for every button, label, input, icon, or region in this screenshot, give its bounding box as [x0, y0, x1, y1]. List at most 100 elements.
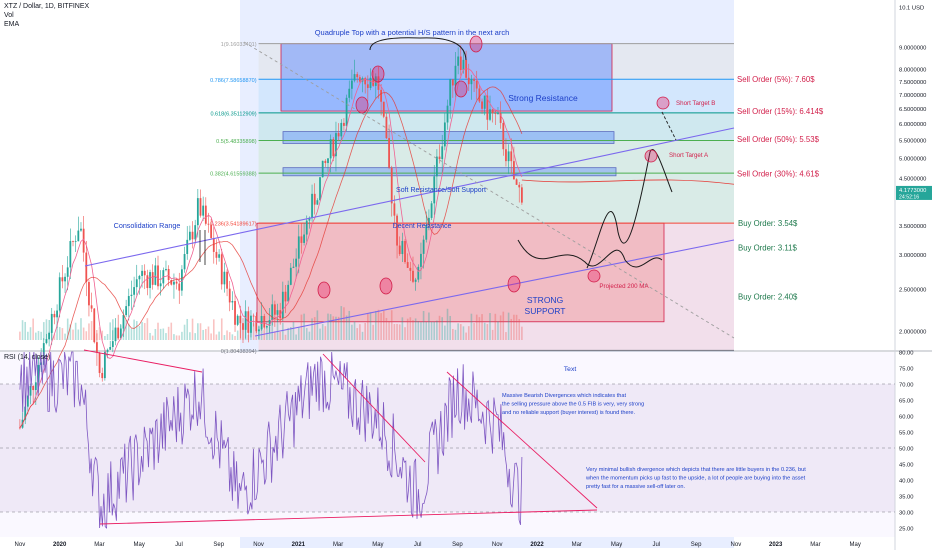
fib-level-label: 0.5(5.48335898)	[216, 139, 257, 145]
candle-body	[268, 319, 271, 327]
time-tick-label: Mar	[333, 542, 343, 548]
candle-body	[513, 161, 515, 180]
price-tick-label: 3.0000000	[899, 253, 926, 259]
volume-bar	[24, 321, 27, 340]
candle-body	[404, 240, 406, 263]
time-tick-label: May	[134, 542, 145, 548]
candle-body	[48, 332, 51, 340]
volume-bar	[428, 312, 430, 340]
candle-body	[327, 158, 329, 164]
candle-body	[207, 223, 210, 225]
consolidation-bracket	[199, 230, 206, 265]
volume-bar	[66, 318, 69, 340]
rsi-line	[19, 351, 523, 529]
candle-body	[58, 277, 61, 311]
quad-top-bracket	[369, 37, 467, 61]
volume-bar	[45, 319, 48, 340]
candle-body	[393, 203, 396, 216]
volume-bar	[101, 330, 104, 340]
volume-bar	[290, 327, 292, 340]
price-tick-label: 10.1 USD	[899, 6, 924, 12]
candle-body	[103, 352, 106, 379]
volume-bar	[194, 333, 196, 340]
candle-body	[210, 224, 213, 238]
candle-body	[520, 187, 523, 203]
price-tick-label: 2.5000000	[899, 287, 926, 293]
price-tick-label: 4.5000000	[899, 176, 926, 182]
candle-body	[382, 101, 385, 117]
volume-bar	[353, 321, 356, 340]
volume-bar	[438, 315, 441, 340]
marker-circle	[317, 281, 331, 299]
candle-body	[340, 122, 343, 137]
ema-line	[19, 68, 523, 428]
trendlines	[84, 37, 735, 339]
candle-body	[101, 372, 104, 379]
candle-body	[234, 301, 236, 325]
volume-bar	[420, 322, 422, 340]
candle-body	[204, 205, 207, 224]
volume-bar	[154, 328, 157, 340]
volume-bar	[491, 329, 494, 340]
fib-level-label: 0.786(7.58658870)	[210, 78, 257, 84]
volume-bar	[223, 335, 226, 340]
candle-body	[467, 77, 470, 85]
candle-body	[279, 310, 282, 319]
candle-body	[475, 80, 478, 89]
volume-bar	[518, 319, 521, 340]
lower-trendline	[254, 239, 735, 337]
candle-body	[255, 315, 258, 332]
candle-body	[223, 271, 226, 285]
volume-bar	[404, 327, 406, 340]
volume-bar	[425, 322, 428, 340]
volume-bar	[133, 319, 135, 340]
candle-body	[510, 151, 513, 162]
volume-bar	[375, 310, 377, 340]
candle-body	[239, 315, 242, 324]
candle-body	[69, 241, 72, 268]
volume-bar	[109, 322, 111, 340]
time-tick-label: Nov	[15, 542, 26, 548]
last-price-tag	[896, 185, 932, 200]
volume-bar	[64, 333, 66, 340]
volume-bar	[300, 314, 303, 340]
volume-bar	[483, 322, 486, 340]
candle-body	[319, 177, 321, 201]
chart-annotation: Decent Resistance	[393, 223, 452, 230]
candle-body	[273, 304, 276, 315]
volume-bar	[356, 328, 359, 340]
rsi-annotation: the selling pressure above the 0.5 FIB i…	[502, 402, 644, 408]
target-circle	[644, 149, 658, 163]
target-circle	[656, 96, 670, 110]
volume-bar	[372, 324, 374, 340]
symbol-title: XTZ / Dollar, 1D, BITFINEX	[4, 3, 90, 10]
volume-bar	[308, 331, 311, 340]
candle-body	[305, 220, 308, 235]
candle-body	[478, 88, 481, 102]
time-tick-label: Mar	[572, 542, 582, 548]
volume-bar	[292, 321, 295, 340]
volume-bar	[210, 333, 212, 340]
candle-body	[45, 339, 48, 344]
volume-bar	[42, 322, 45, 340]
volume-bar	[409, 317, 412, 340]
candle-body	[199, 198, 202, 216]
candle-body	[388, 138, 390, 168]
last-price-value: 4.1773000	[899, 188, 926, 194]
candle-body	[106, 349, 109, 353]
candle-body	[24, 406, 27, 420]
price-tick-label: 3.5000000	[899, 224, 926, 230]
ema-label: EMA	[4, 21, 20, 28]
zone-box	[282, 167, 617, 177]
candle-body	[335, 133, 337, 157]
volume-bar	[40, 331, 42, 340]
buy-order-label: Buy Order: 3.11$	[738, 244, 797, 253]
candle-body	[303, 234, 305, 243]
candle-body	[515, 179, 518, 185]
time-tick-label: May	[611, 542, 622, 548]
time-tick-label: Jul	[652, 542, 660, 548]
time-tick-label: May	[372, 542, 383, 548]
volume-bar	[481, 314, 483, 340]
volume-bar	[497, 321, 499, 340]
